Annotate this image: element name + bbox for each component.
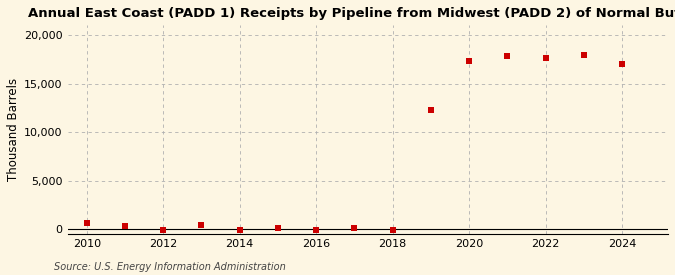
- Point: [617, 61, 628, 66]
- Point: [196, 223, 207, 227]
- Point: [502, 54, 513, 59]
- Point: [81, 221, 92, 225]
- Point: [425, 108, 436, 112]
- Point: [464, 59, 475, 63]
- Point: [158, 228, 169, 232]
- Point: [578, 53, 589, 57]
- Point: [119, 224, 130, 229]
- Point: [273, 226, 284, 230]
- Point: [540, 56, 551, 60]
- Y-axis label: Thousand Barrels: Thousand Barrels: [7, 78, 20, 181]
- Point: [310, 228, 321, 232]
- Title: Annual East Coast (PADD 1) Receipts by Pipeline from Midwest (PADD 2) of Normal : Annual East Coast (PADD 1) Receipts by P…: [28, 7, 675, 20]
- Point: [387, 228, 398, 232]
- Point: [349, 226, 360, 230]
- Text: Source: U.S. Energy Information Administration: Source: U.S. Energy Information Administ…: [54, 262, 286, 272]
- Point: [234, 228, 245, 232]
